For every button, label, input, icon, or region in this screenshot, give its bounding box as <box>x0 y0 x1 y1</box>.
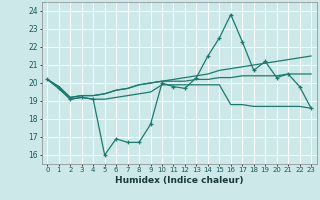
X-axis label: Humidex (Indice chaleur): Humidex (Indice chaleur) <box>115 176 244 185</box>
